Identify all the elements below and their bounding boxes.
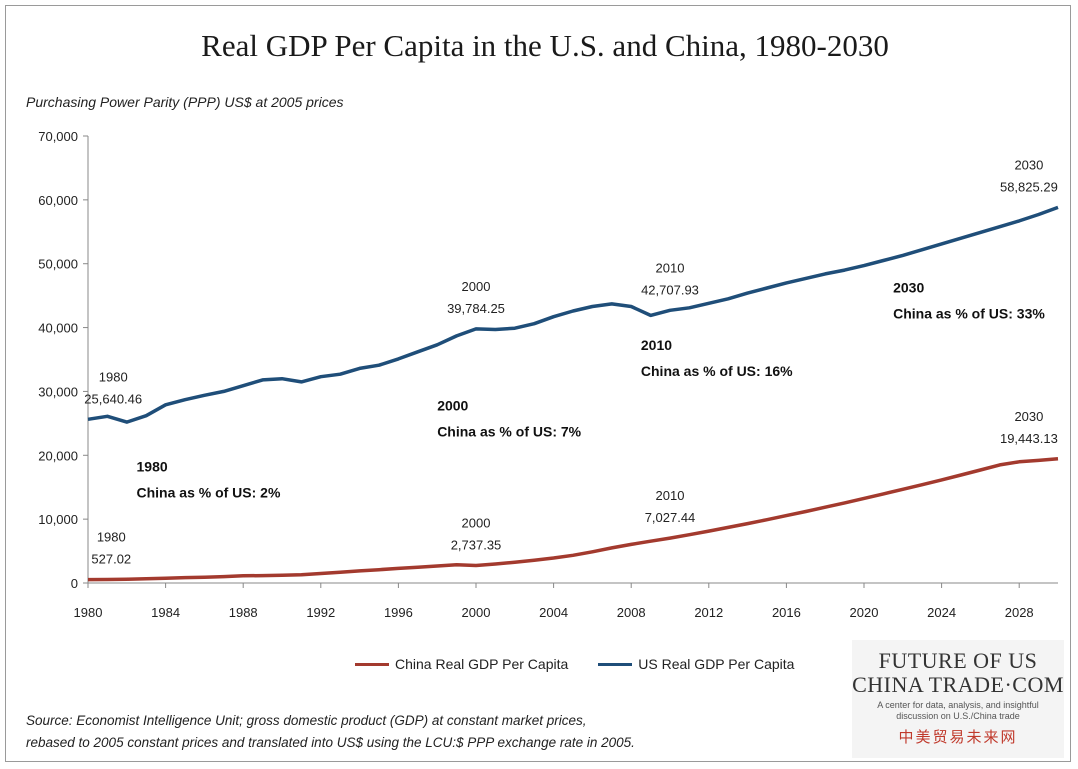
x-tick-label: 2004: [539, 605, 568, 620]
x-tick-label: 2016: [772, 605, 801, 620]
x-tick-label: 2028: [1005, 605, 1034, 620]
units-label: Purchasing Power Parity (PPP) US$ at 200…: [26, 94, 344, 110]
legend-item-china: China Real GDP Per Capita: [355, 656, 568, 672]
legend-item-us: US Real GDP Per Capita: [598, 656, 794, 672]
x-tick-label: 2020: [850, 605, 879, 620]
note-year: 2000: [437, 398, 468, 414]
logo-line-1: FUTURE OF US: [878, 648, 1038, 673]
logo-line-2: CHINA TRADE·COM: [852, 672, 1064, 697]
y-tick-label: 30,000: [38, 384, 78, 399]
logo: FUTURE OF US CHINA TRADE·COM A center fo…: [852, 640, 1064, 758]
note-text: China as % of US: 2%: [137, 484, 281, 500]
legend: China Real GDP Per Capita US Real GDP Pe…: [355, 656, 794, 672]
x-tick-label: 1984: [151, 605, 180, 620]
y-tick-label: 20,000: [38, 448, 78, 463]
series-layer: [87, 205, 1059, 582]
x-tick-label: 1992: [306, 605, 335, 620]
data-label-value: 2,737.35: [451, 538, 502, 553]
x-tick-label: 2012: [694, 605, 723, 620]
series-line-us: [87, 205, 1059, 424]
note-text: China as % of US: 7%: [437, 424, 581, 440]
data-label-year: 2000: [462, 516, 491, 531]
note-year: 1980: [137, 458, 168, 474]
x-tick-label: 1980: [74, 605, 103, 620]
note-text: China as % of US: 16%: [641, 363, 793, 379]
x-tick-label: 2000: [462, 605, 491, 620]
data-label-year: 2010: [656, 488, 685, 503]
annotation-layer: 1980 25,640.46 2000 39,784.25 2010 42,707.93 2…: [84, 157, 1058, 566]
data-label-value: 39,784.25: [447, 301, 505, 316]
legend-swatch-china: [355, 662, 389, 666]
data-label-year: 1980: [97, 530, 126, 545]
series-line-china: [87, 457, 1059, 582]
legend-label-us: US Real GDP Per Capita: [638, 656, 795, 672]
data-label-year: 2030: [1014, 409, 1043, 424]
chart-title: Real GDP Per Capita in the U.S. and Chin…: [201, 28, 889, 63]
x-tick-label: 2008: [617, 605, 646, 620]
note-year: 2010: [641, 337, 672, 353]
source-line-1: Source: Economist Intelligence Unit; gro…: [26, 713, 587, 728]
data-label-year: 1980: [99, 369, 128, 384]
y-tick-label: 60,000: [38, 193, 78, 208]
data-label-value: 25,640.46: [84, 391, 142, 406]
logo-tagline: A center for data, analysis, and insight…: [877, 700, 1039, 721]
data-label-value: 58,825.29: [1000, 179, 1058, 194]
y-tick-label: 70,000: [38, 129, 78, 144]
source-line-2: rebased to 2005 constant prices and tran…: [26, 735, 635, 750]
source-note: Source: Economist Intelligence Unit; gro…: [26, 710, 635, 754]
y-tick-label: 40,000: [38, 321, 78, 336]
data-label-year: 2000: [462, 279, 491, 294]
data-label-year: 2010: [656, 260, 685, 275]
x-tick-label: 1996: [384, 605, 413, 620]
axes: 0 10,000 20,000 30,000 40,000 50,000 60,000 70,…: [38, 129, 1058, 620]
data-label-value: 7,027.44: [645, 510, 696, 525]
y-tick-label: 10,000: [38, 512, 78, 527]
y-tick-label: 50,000: [38, 257, 78, 272]
legend-swatch-us: [598, 662, 633, 666]
y-tick-label: 0: [71, 576, 78, 591]
x-tick-label: 1988: [229, 605, 258, 620]
logo-chinese: 中美贸易未来网: [898, 728, 1018, 746]
chart-frame: [5, 5, 1071, 762]
data-label-value: 19,443.13: [1000, 431, 1058, 446]
data-label-value: 527.02: [91, 552, 131, 567]
x-tick-label: 2024: [927, 605, 956, 620]
data-label-value: 42,707.93: [641, 282, 699, 297]
note-year: 2030: [893, 279, 924, 295]
legend-label-china: China Real GDP Per Capita: [395, 656, 569, 672]
data-label-year: 2030: [1014, 157, 1043, 172]
note-text: China as % of US: 33%: [893, 305, 1045, 321]
